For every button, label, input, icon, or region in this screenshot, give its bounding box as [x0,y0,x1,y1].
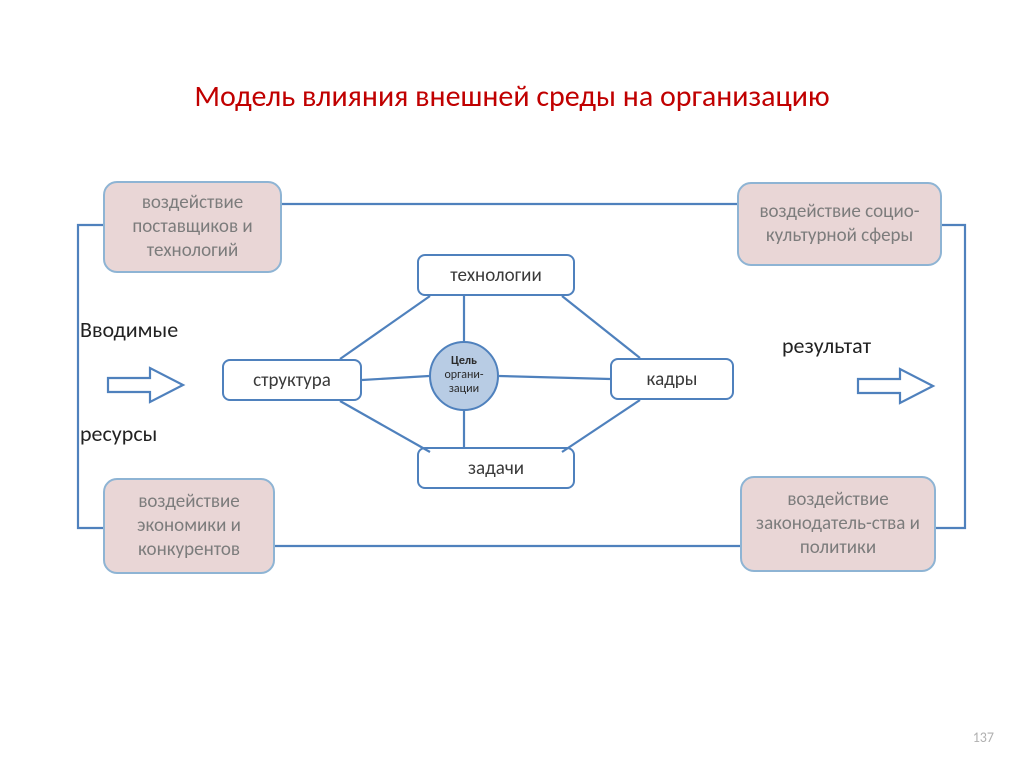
label-result: результат [782,332,871,359]
inner-box-staff: кадры [610,358,734,400]
outer-box-bottom-right: воздействие законодатель-ства и политики [740,476,936,572]
outer-box-label: воздействие законодатель-ства и политики [756,488,920,559]
inner-box-label: задачи [468,457,524,480]
diagram-connectors [0,0,1024,768]
outer-box-label: воздействие экономики и конкурентов [119,490,259,561]
label-inputs-top: Вводимые [80,316,178,343]
center-circle-label: Цель органи- зации [444,355,483,396]
outer-box-label: воздействие поставщиков и технологий [119,191,266,262]
outer-box-bottom-left: воздействие экономики и конкурентов [103,478,275,574]
outer-box-label: воздействие социо-культурной сферы [753,200,926,248]
inner-box-structure: структура [222,359,362,401]
outer-box-top-left: воздействие поставщиков и технологий [103,181,282,273]
inner-box-label: технологии [450,264,541,287]
label-inputs-bottom: ресурсы [80,420,157,447]
inner-box-label: структура [253,369,331,392]
inner-box-label: кадры [647,368,698,391]
center-circle-goal: Цель органи- зации [429,341,499,411]
page-title: Модель влияния внешней среды на организа… [0,78,1024,115]
inner-box-technologies: технологии [417,254,575,296]
inner-box-tasks: задачи [417,447,575,489]
page-number: 137 [973,729,994,746]
outer-box-top-right: воздействие социо-культурной сферы [737,182,942,266]
